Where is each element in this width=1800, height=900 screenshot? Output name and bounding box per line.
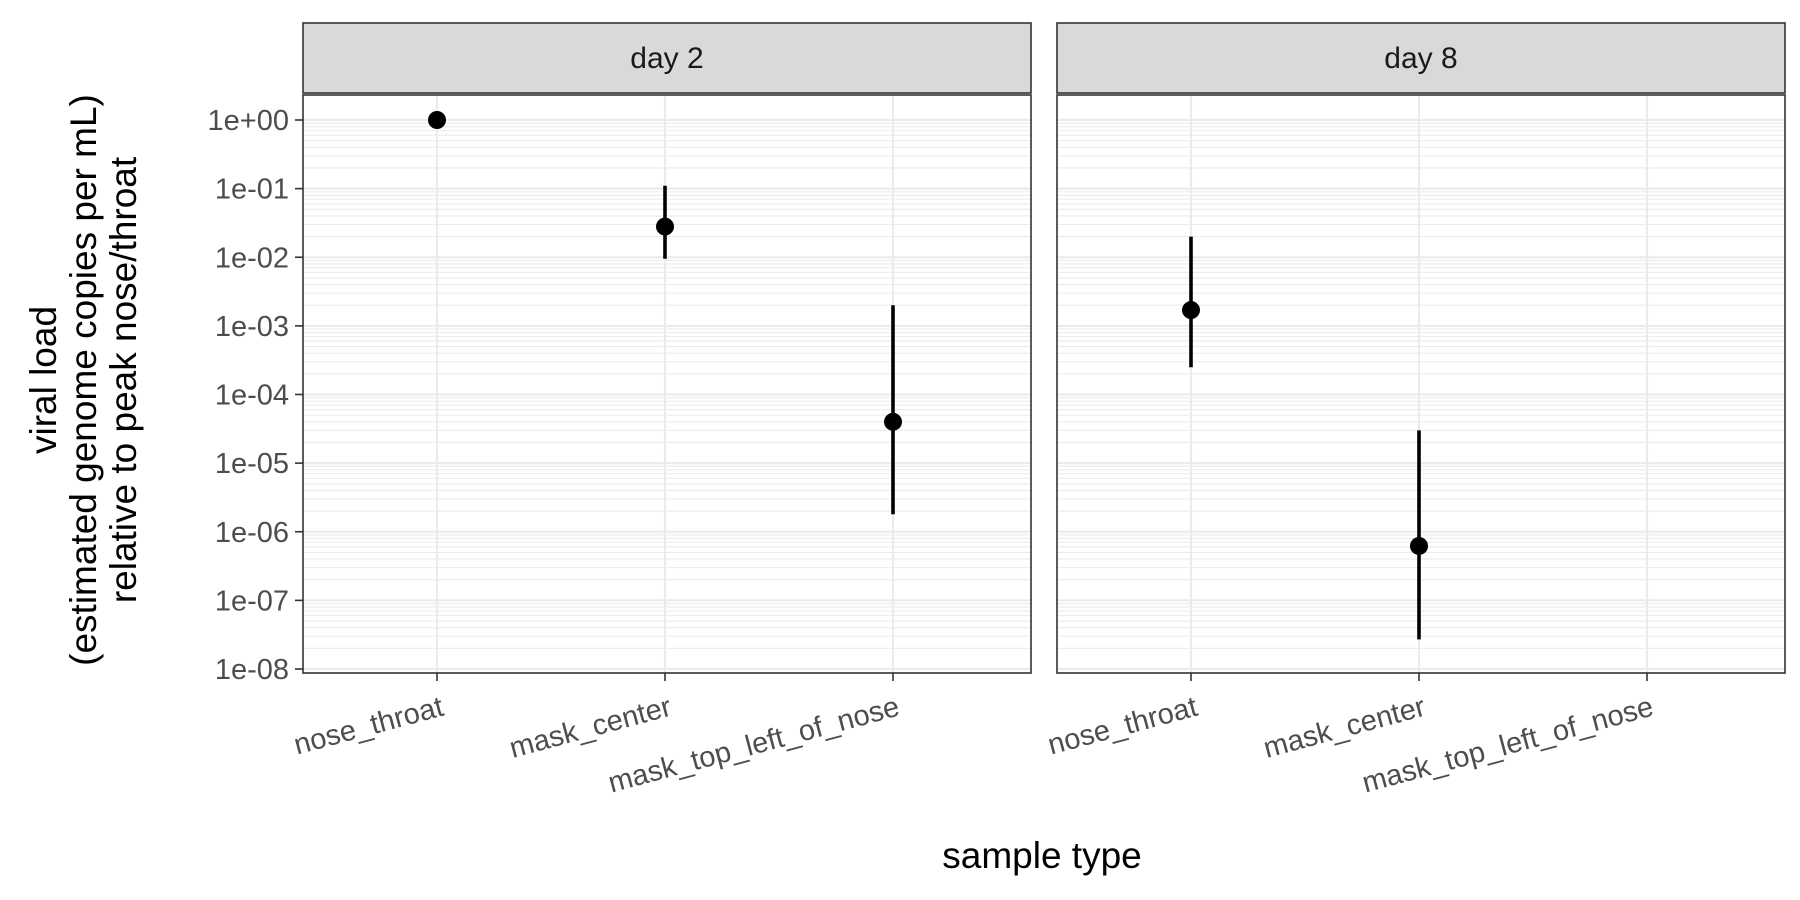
x-tick-label: nose_throat: [291, 691, 447, 762]
y-axis-title-line: viral load: [23, 306, 64, 454]
y-axis: 1e+00 1e-01 1e-02 1e-03 1e-04 1e-05 1e-06 1e-07…: [208, 105, 303, 686]
y-tick-label: 1e-07: [215, 585, 289, 617]
facet-strip: [302, 22, 1032, 94]
data-point: [428, 111, 446, 129]
facet-panel: day 2: [302, 22, 1032, 674]
x-tick-label: nose_throat: [1045, 691, 1201, 762]
y-tick-label: 1e-01: [215, 174, 289, 206]
x-axis-title: sample type: [942, 835, 1142, 876]
data-point: [884, 412, 902, 431]
y-tick-label: 1e-03: [215, 311, 289, 343]
data-point: [1410, 536, 1428, 555]
y-tick-label: 1e-02: [215, 242, 289, 274]
facet-strip-label: day 8: [1384, 42, 1457, 75]
y-axis-title-line: relative to peak nose/throat: [103, 156, 144, 603]
panel-background: [1057, 95, 1785, 673]
y-tick-label: 1e-04: [215, 380, 289, 412]
y-tick-label: 1e+00: [208, 105, 289, 137]
x-tick-label: mask_center: [506, 691, 675, 765]
x-axis: nose_throat mask_centermask_top_left_of_n…: [1045, 673, 1657, 799]
facet-strip: [1056, 22, 1786, 94]
y-axis-title: viral load(estimated genome copies per m…: [23, 94, 144, 666]
data-point: [1182, 301, 1200, 320]
panel-background: [303, 95, 1031, 673]
panel-border: [302, 94, 1032, 674]
panel-border: [1056, 94, 1786, 674]
y-axis-title-line: (estimated genome copies per mL): [63, 94, 104, 666]
y-tick-label: 1e-08: [215, 654, 289, 686]
y-tick-label: 1e-06: [215, 517, 289, 549]
data-point: [656, 217, 674, 236]
x-tick-label: mask_center: [1260, 691, 1429, 765]
facet-panel: day 8: [1056, 22, 1786, 674]
x-axes: nose_throat mask_centermask_top_left_of_n…: [291, 673, 1657, 799]
facet-panels: day 2 day 8: [302, 22, 1786, 674]
y-tick-label: 1e-05: [215, 448, 289, 480]
x-axis: nose_throat mask_centermask_top_left_of_n…: [291, 673, 903, 799]
facet-strip-label: day 2: [630, 42, 703, 75]
